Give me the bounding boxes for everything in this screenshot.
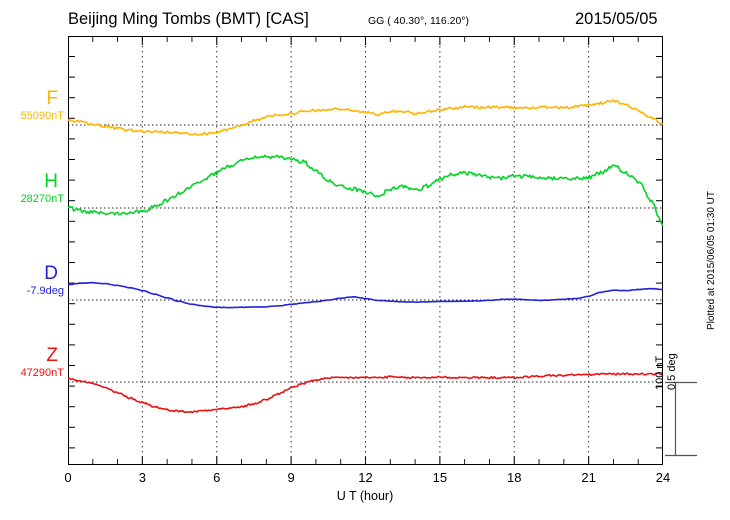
component-letter-Z: Z [46, 345, 58, 366]
component-baseline-Z: 47290nT [20, 367, 64, 379]
x-axis-title: U T (hour) [336, 489, 394, 503]
x-tick-9: 9 [287, 470, 295, 485]
component-letter-D: D [44, 263, 58, 284]
scale-bar [665, 381, 697, 457]
axis-minor-ticks [68, 36, 663, 465]
x-tick-18: 18 [507, 470, 522, 485]
x-tick-3: 3 [138, 470, 146, 485]
x-tick-24: 24 [655, 470, 671, 485]
plotted-at-timestamp: Plotted at 2015/06/05 01:30 UT [706, 191, 717, 330]
component-baseline-H: 28270nT [20, 193, 64, 205]
component-baseline-F: 55090nT [20, 110, 64, 122]
trace-F [68, 99, 663, 136]
x-tick-6: 6 [213, 470, 221, 485]
component-letter-H: H [44, 171, 58, 192]
magnetogram-plot [68, 36, 663, 465]
plot-border [68, 36, 663, 465]
x-tick-15: 15 [432, 470, 448, 485]
scale-nt-label: 100 nT [654, 355, 666, 390]
component-baseline-D: -7.9deg [26, 285, 64, 297]
component-letter-F: F [46, 88, 58, 109]
trace-D [68, 281, 663, 309]
trace-H [68, 154, 663, 227]
x-tick-12: 12 [358, 470, 373, 485]
x-tick-0: 0 [64, 470, 72, 485]
page-title: Beijing Ming Tombs (BMT) [CAS] [68, 10, 309, 28]
trace-Z [68, 372, 663, 414]
vertical-gridlines [141, 36, 590, 465]
observation-date: 2015/05/05 [575, 10, 658, 28]
component-baselines [68, 124, 663, 383]
plot-canvas [68, 36, 663, 465]
scale-bar-label: 100 nT 0.5 deg [654, 320, 678, 390]
data-traces [68, 99, 663, 414]
geographic-coordinates: GG ( 40.30°, 116.20°) [368, 15, 470, 27]
y-axis-ticks [68, 56, 663, 449]
scale-deg-label: 0.5 deg [665, 353, 678, 390]
x-tick-21: 21 [581, 470, 596, 485]
